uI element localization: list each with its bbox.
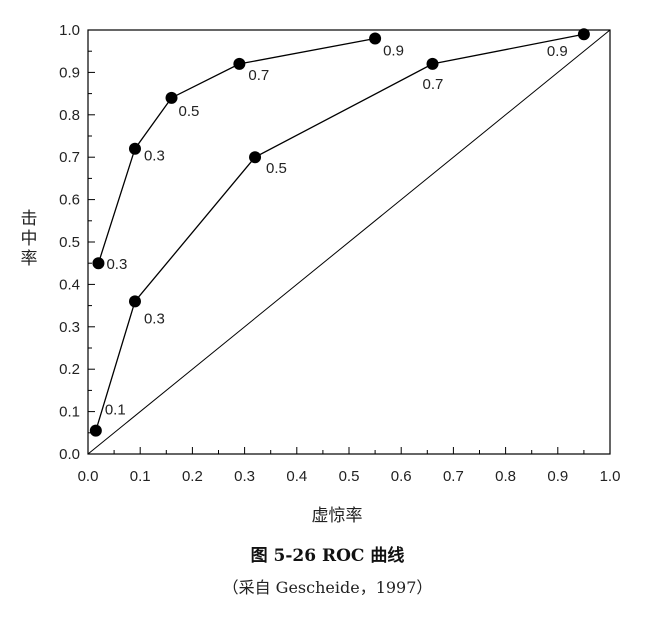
x-tick-label: 0.9 — [547, 468, 568, 485]
data-point — [89, 424, 102, 437]
x-tick-label: 0.5 — [339, 468, 360, 485]
data-point — [577, 28, 590, 41]
data-point — [128, 295, 141, 308]
data-label: 0.7 — [423, 76, 444, 93]
data-label: 0.9 — [383, 42, 404, 59]
x-axis: 0.0 0.1 0.2 0.3 0.4 0.5 0.6 0.7 0.8 0.9 1.0 — [78, 447, 621, 485]
x-tick-label: 0.2 — [182, 468, 203, 485]
y-tick-label: 0.1 — [59, 404, 80, 421]
data-label: 0.7 — [248, 67, 269, 84]
x-tick-label: 0.0 — [78, 468, 99, 485]
y-axis: 0.0 0.1 0.2 0.3 0.4 0.5 0.6 0.7 0.8 0.9 1.0 — [59, 22, 95, 463]
y-tick-label: 0.5 — [59, 234, 80, 251]
x-tick-label: 0.3 — [234, 468, 255, 485]
y-tick-label: 0.4 — [59, 276, 80, 293]
x-tick-label: 1.0 — [600, 468, 621, 485]
data-point — [128, 142, 141, 155]
figure-caption-source: （采自 Gescheide，1997） — [222, 578, 433, 597]
data-point — [369, 32, 382, 45]
y-tick-label: 0.7 — [59, 149, 80, 166]
y-tick-label: 0.6 — [59, 192, 80, 209]
data-label: 0.3 — [144, 148, 165, 165]
x-tick-label: 0.4 — [286, 468, 307, 485]
x-tick-label: 0.6 — [391, 468, 412, 485]
y-axis-title: 击中率 — [21, 209, 38, 269]
data-label: 0.1 — [105, 402, 126, 419]
data-label: 0.9 — [547, 43, 568, 60]
x-tick-label: 0.1 — [130, 468, 151, 485]
figure-caption-title: 图 5-26 ROC 曲线 — [250, 546, 405, 566]
y-tick-label: 0.9 — [59, 64, 80, 81]
data-point — [165, 91, 178, 104]
data-label: 0.5 — [266, 160, 287, 177]
y-tick-label: 0.0 — [59, 446, 80, 463]
data-point — [92, 257, 105, 270]
data-label: 0.3 — [144, 310, 165, 327]
data-point — [426, 57, 439, 70]
y-tick-label: 0.2 — [59, 361, 80, 378]
chance-diagonal — [87, 29, 611, 455]
x-tick-label: 0.8 — [495, 468, 516, 485]
data-label: 0.5 — [179, 103, 200, 120]
series-layer: 0.3 0.3 0.5 0.7 0.9 0.1 0.3 0.5 0.7 0.9 — [89, 28, 590, 437]
data-point — [233, 57, 246, 70]
y-tick-label: 0.3 — [59, 319, 80, 336]
x-axis-title: 虚惊率 — [312, 506, 363, 526]
y-tick-label: 0.8 — [59, 107, 80, 124]
x-tick-label: 0.7 — [443, 468, 464, 485]
data-point — [249, 151, 262, 164]
data-label: 0.3 — [106, 256, 127, 273]
y-tick-label: 1.0 — [59, 22, 80, 39]
